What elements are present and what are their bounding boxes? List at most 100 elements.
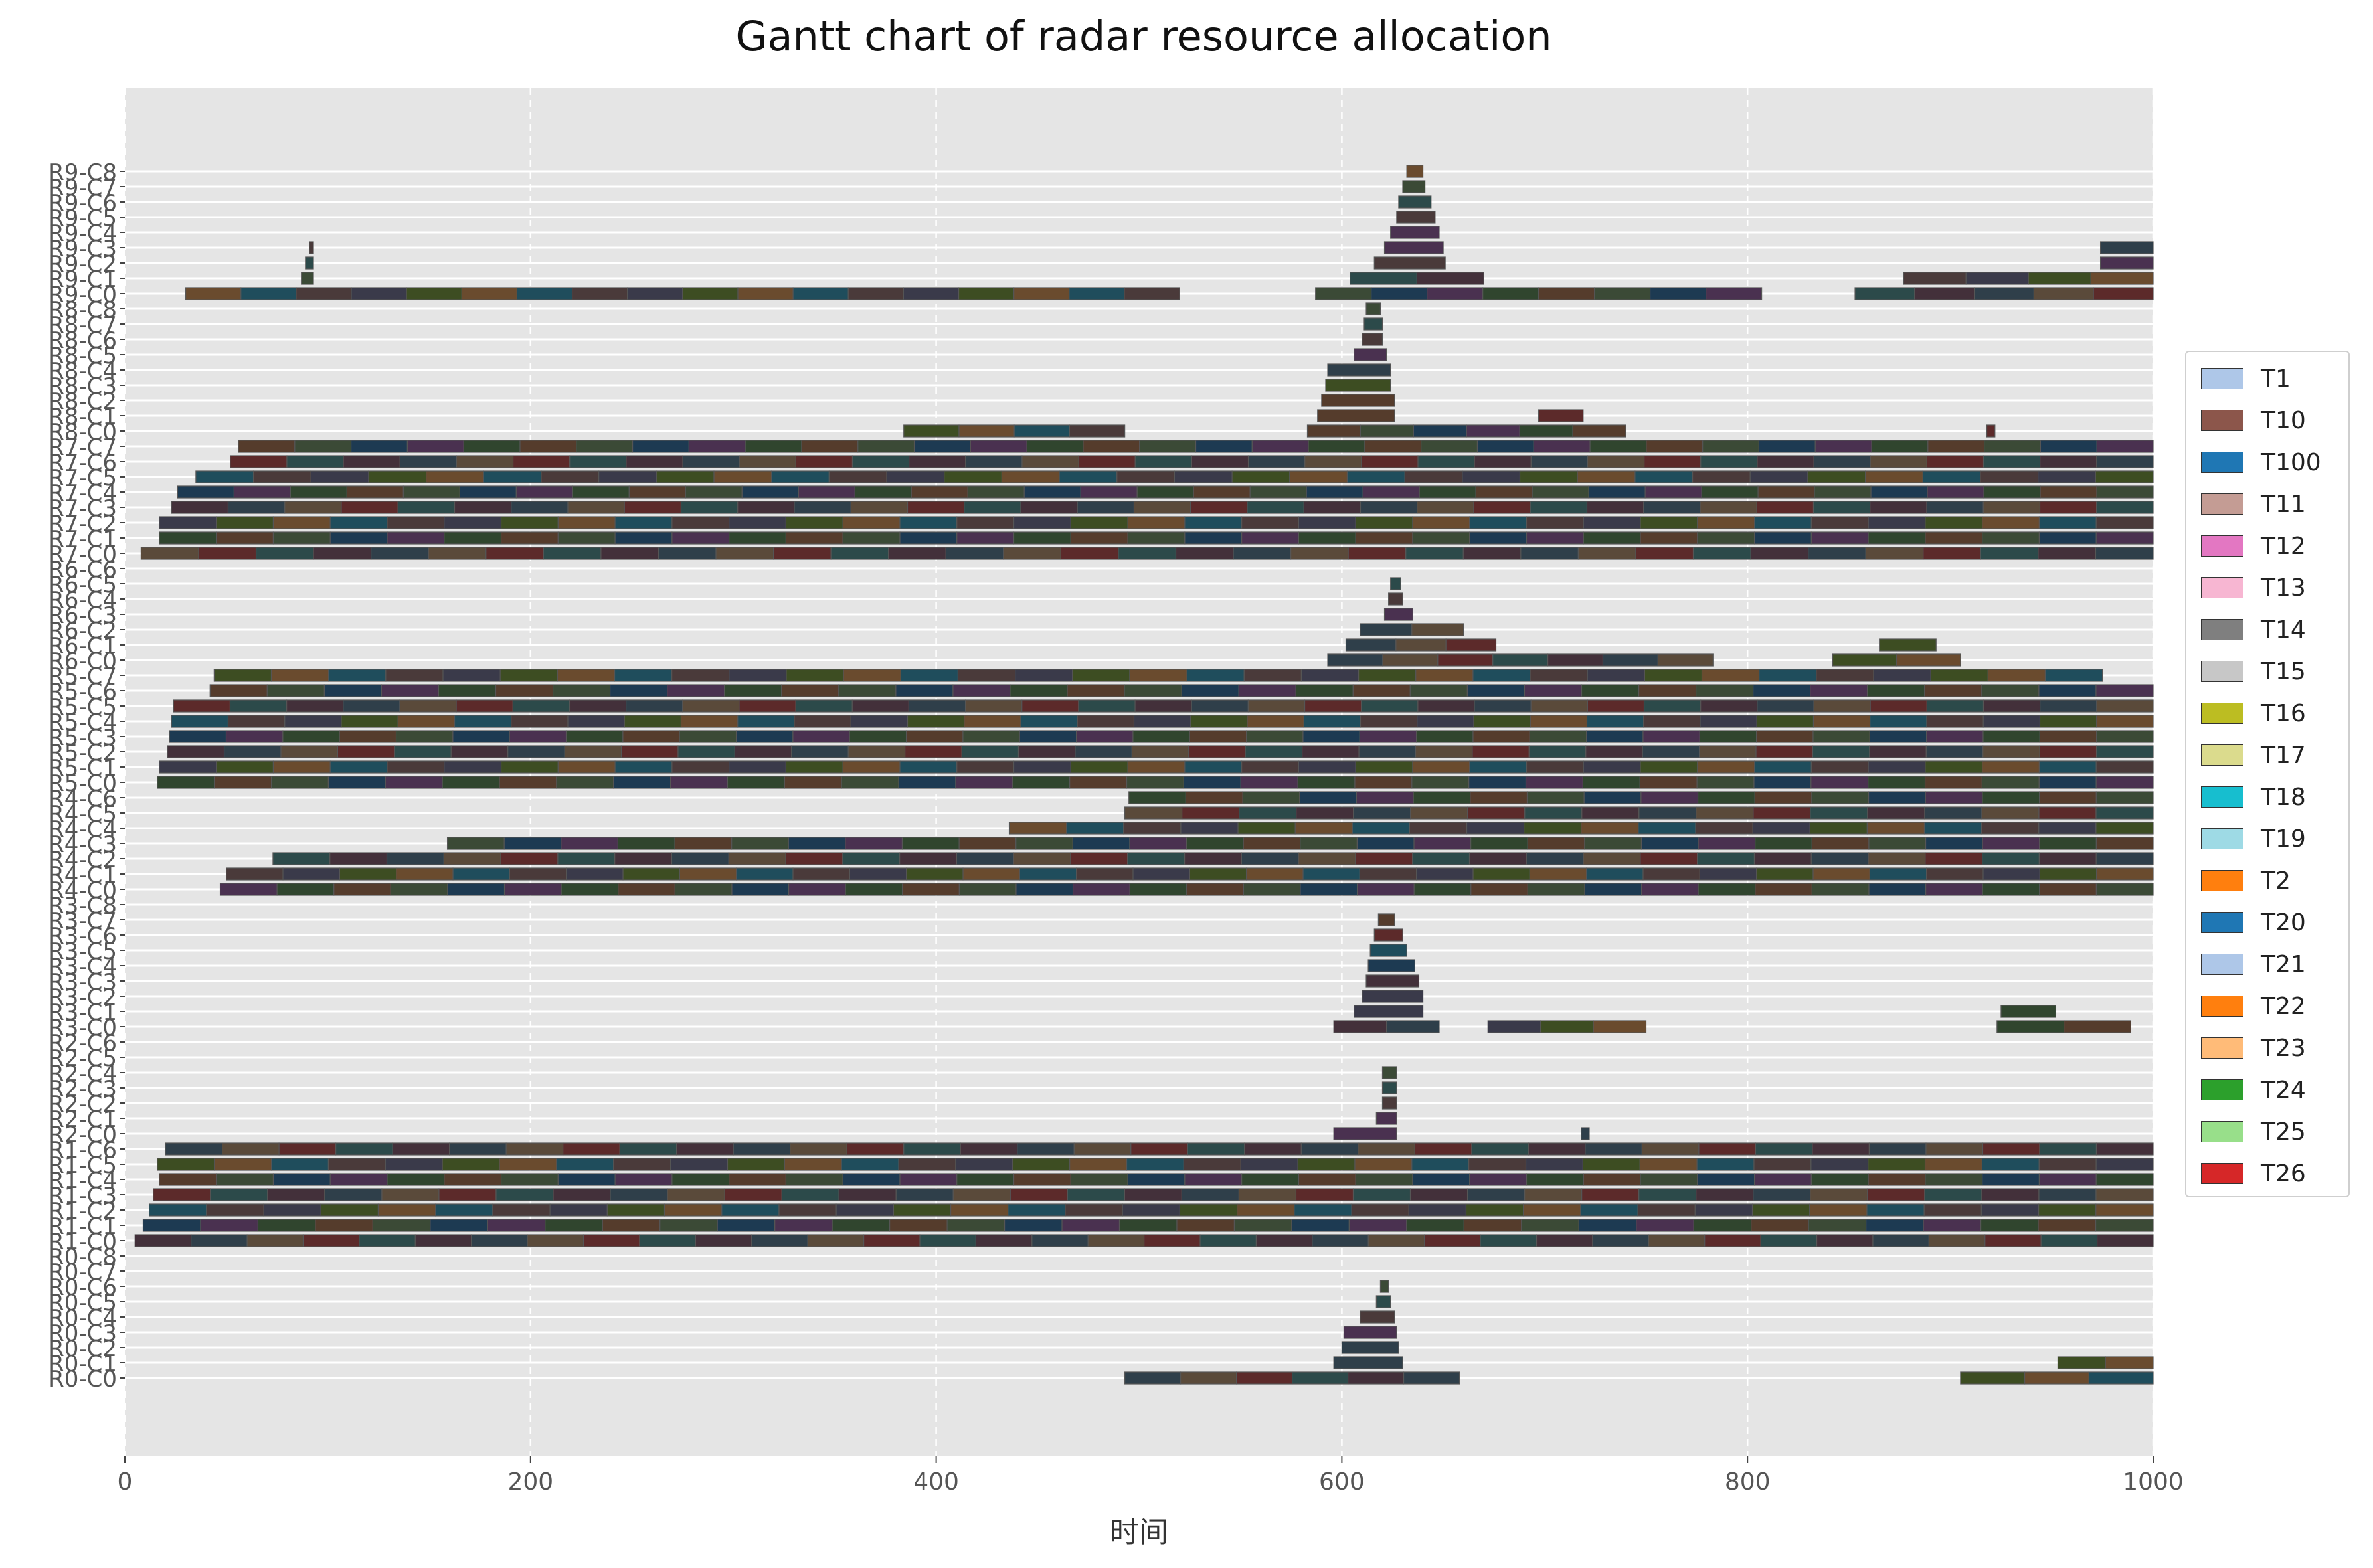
gantt-bar-segment (1302, 745, 1360, 758)
gantt-bar-segment (1644, 485, 1702, 499)
gantt-bar-segment (902, 883, 960, 896)
gantt-bar-segment (1750, 547, 1809, 560)
gantt-bar-segment (842, 516, 901, 529)
gantt-bar-segment (1013, 760, 1071, 774)
gantt-bar-segment (788, 837, 846, 850)
gantt-bar-segment (956, 852, 1014, 865)
gantt-bar (903, 424, 1126, 438)
gantt-bar-segment (1144, 1234, 1201, 1247)
gantt-bar-segment (282, 867, 340, 881)
gantt-bar-segment (907, 715, 965, 728)
gantt-bar-segment (2095, 1203, 2154, 1217)
gantt-bar-segment (1233, 1219, 1292, 1232)
gantt-bar-segment (1528, 1142, 1586, 1156)
gantt-bar-segment (659, 1219, 718, 1232)
gantt-bar (1367, 959, 1415, 972)
gantt-bar (309, 241, 314, 254)
gantt-bar-segment (1174, 470, 1233, 483)
gantt-bar-segment (1868, 791, 1926, 804)
gantt-bar-segment (1291, 1219, 1350, 1232)
gantt-bar-segment (1925, 1142, 1984, 1156)
gantt-bar-segment (1241, 760, 1299, 774)
gantt-bar-segment (2039, 730, 2097, 743)
gantt-bar-segment (444, 760, 502, 774)
gantt-bar-segment (2038, 547, 2097, 560)
gantt-bar-segment (1354, 1158, 1413, 1171)
gantt-bar-segment (1810, 1158, 1869, 1171)
gantt-bar-segment (2095, 684, 2154, 697)
y-tick-label: R5-C5 (48, 694, 117, 721)
gantt-bar-segment (1580, 1203, 1638, 1217)
gantt-bar-segment (598, 470, 657, 483)
gantt-bar-segment (1526, 516, 1584, 529)
gantt-bar-segment (149, 1203, 207, 1217)
gantt-bar-segment (495, 684, 554, 697)
gantt-bar-segment (1127, 1173, 1186, 1186)
gantt-bar-segment (1132, 867, 1190, 881)
gantt-bar-segment (1243, 837, 1301, 850)
gantt-bar-segment (613, 776, 671, 789)
gantt-bar-segment (1189, 867, 1247, 881)
gantt-bar-segment (157, 776, 215, 789)
gantt-bar-segment (1924, 1188, 1982, 1201)
gantt-bar-segment (1585, 745, 1643, 758)
gantt-bar-segment (267, 1188, 325, 1201)
gantt-bar-segment (663, 1203, 723, 1217)
gantt-bar-segment (561, 883, 619, 896)
gantt-bar-segment (394, 745, 452, 758)
y-tick-label: R1-C6 (48, 1137, 117, 1164)
gantt-bar-segment (200, 1219, 259, 1232)
legend-swatch (2201, 1163, 2243, 1184)
gantt-bar-segment (2028, 272, 2091, 285)
gantt-bar-segment (1184, 1173, 1243, 1186)
gantt-bar-segment (794, 715, 851, 728)
y-tick-label: R6-C6 (48, 557, 117, 583)
gantt-bar-segment (1124, 287, 1180, 300)
gantt-bar-segment (385, 1158, 443, 1171)
gantt-bar-segment (1415, 669, 1474, 682)
gantt-bar-segment (2095, 531, 2154, 545)
gantt-bar-segment (1297, 776, 1356, 789)
gantt-bar (159, 1173, 2154, 1186)
gantt-bar-segment (1241, 852, 1299, 865)
gantt-bar-segment (387, 760, 445, 774)
gantt-bar-segment (961, 745, 1019, 758)
gantt-bar-segment (185, 287, 242, 300)
gantt-bar-segment (512, 699, 571, 713)
gantt-bar-segment (671, 760, 730, 774)
y-tick-label: R3-C3 (48, 969, 117, 996)
gantt-bar-segment (1646, 440, 1704, 453)
gantt-bar-segment (729, 760, 787, 774)
gantt-bar-segment (1530, 501, 1588, 514)
gantt-bar (1365, 302, 1381, 315)
y-tick-label: R2-C6 (48, 1030, 117, 1057)
gantt-bar-segment (282, 730, 340, 743)
gantt-bar-segment (221, 1142, 280, 1156)
gantt-bar-segment (724, 684, 782, 697)
gantt-bar-segment (1980, 1203, 2040, 1217)
gantt-bar-segment (1753, 776, 1812, 789)
gantt-bar-segment (1180, 822, 1239, 835)
gantt-bar-segment (1410, 806, 1468, 820)
gantt-bar-segment (737, 501, 795, 514)
gantt-bar-segment (1981, 684, 2040, 697)
gantt-bar (272, 852, 2154, 865)
y-tick-label: R3-C0 (48, 1015, 117, 1041)
y-tick-label: R2-C5 (48, 1045, 117, 1072)
gantt-bar (1333, 1127, 1397, 1140)
gantt-bar-segment (2096, 485, 2154, 499)
gantt-bar-segment (1469, 1173, 1528, 1186)
gantt-bar-segment (272, 760, 331, 774)
legend-label: T23 (2261, 1034, 2306, 1062)
gantt-bar-segment (1524, 684, 1583, 697)
gantt-bar-segment (329, 531, 388, 545)
gantt-bar-segment (1124, 806, 1183, 820)
gantt-bar-segment (614, 1173, 673, 1186)
gantt-bar (157, 1158, 2154, 1171)
gantt-bar-segment (1073, 1142, 1132, 1156)
gantt-bar-segment (1020, 715, 1078, 728)
gantt-bar-segment (1412, 852, 1470, 865)
gantt-bar-segment (1700, 501, 1757, 514)
gantt-bar-segment (602, 1219, 661, 1232)
gantt-bar-segment (1020, 501, 1078, 514)
